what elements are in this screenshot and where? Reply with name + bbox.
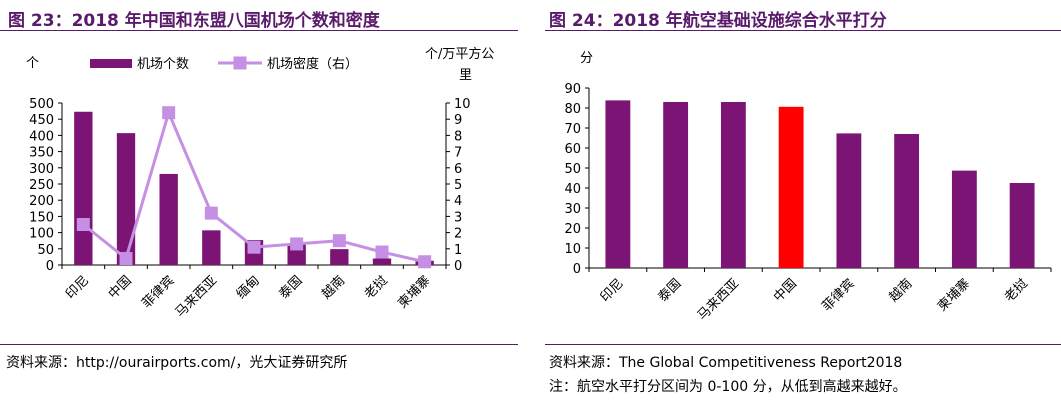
figure-23-title: 图 23：2018 年中国和东盟八国机场个数和密度 (8, 11, 380, 31)
density-point (162, 106, 176, 120)
x-tick-label: 印尼 (598, 276, 627, 305)
right-y-tick-label: 7 (454, 146, 462, 161)
density-point (247, 240, 261, 254)
airport-count-density-chart: 个个/万平方公里05010015020025030035040045050001… (26, 46, 494, 321)
density-point (119, 252, 133, 266)
x-tick-label: 柬埔寨 (934, 276, 973, 315)
bar-score (720, 102, 746, 268)
left-y-tick-label: 450 (29, 113, 54, 128)
y-tick-label: 80 (564, 102, 581, 117)
left-y-tick-label: 50 (37, 243, 54, 258)
y-tick-label: 20 (564, 222, 581, 237)
x-tick-label: 马来西亚 (695, 276, 742, 323)
aviation-score-chart: 分 0 10 20 30 40 50 60 70 80 90 印尼 泰国 马来西亚 中国 菲律宾 越南 柬埔寨 老挝 (564, 51, 1052, 324)
bar-airport-count (116, 133, 136, 265)
y-tick-label: 50 (564, 162, 581, 177)
bar-airport-count (159, 173, 178, 265)
source-text: 资料来源：The Global Competitiveness Report20… (549, 355, 903, 371)
left-axis-unit: 个 (26, 56, 39, 71)
legend-line-label: 机场密度（右） (267, 56, 358, 72)
left-y-tick-label: 100 (29, 227, 54, 242)
legend-line-marker (233, 56, 247, 70)
density-point (76, 218, 90, 231)
x-tick-label: 菲律宾 (139, 273, 178, 312)
density-point (375, 245, 389, 259)
right-axis-unit-line2: 里 (459, 68, 472, 83)
right-y-tick-label: 6 (454, 162, 462, 177)
bar-airport-count (330, 249, 349, 265)
y-tick-label: 60 (564, 142, 581, 157)
x-tick-label: 中国 (771, 276, 800, 305)
x-tick-label: 老挝 (1002, 276, 1031, 305)
density-point (290, 237, 304, 251)
bar-score (778, 106, 804, 268)
right-axis-unit-line1: 个/万平方公 (425, 46, 494, 62)
left-y-tick-label: 150 (29, 210, 54, 225)
right-y-tick-label: 5 (454, 178, 462, 193)
right-y-tick-label: 4 (454, 194, 462, 209)
left-y-tick-label: 200 (29, 194, 54, 209)
legend-bar-swatch (90, 59, 132, 68)
source-text: 资料来源：http://ourairports.com/，光大证券研究所 (6, 355, 348, 371)
source-rule (545, 344, 1061, 345)
y-tick-label: 70 (564, 122, 581, 137)
x-tick-label: 印尼 (63, 273, 92, 302)
y-tick-label: 10 (564, 242, 581, 257)
x-tick-label: 缅甸 (234, 273, 263, 302)
right-y-tick-label: 0 (454, 259, 462, 274)
x-tick-label: 马来西亚 (173, 273, 220, 320)
figure-24-title: 图 24：2018 年航空基础设施综合水平打分 (549, 11, 887, 31)
density-point (332, 234, 346, 248)
x-tick-label: 菲律宾 (819, 276, 858, 315)
bar-airport-count (74, 111, 93, 265)
x-tick-label: 柬埔寨 (395, 273, 434, 312)
title-rule (0, 30, 518, 31)
bar-score (836, 133, 862, 268)
bar-score (1009, 183, 1035, 268)
right-y-tick-label: 1 (454, 243, 462, 258)
x-tick-label: 越南 (318, 273, 348, 303)
left-y-tick-label: 0 (46, 259, 54, 274)
right-y-tick-label: 10 (454, 97, 471, 112)
title-rule (545, 30, 1061, 31)
x-tick-label: 泰国 (276, 273, 305, 302)
bar-airport-count (372, 258, 392, 265)
density-point (204, 206, 218, 220)
y-tick-label: 40 (564, 182, 581, 197)
left-y-tick-label: 300 (29, 162, 54, 177)
left-y-tick-label: 350 (29, 146, 54, 161)
right-y-tick-label: 9 (454, 113, 462, 128)
note-text: 注：航空水平打分区间为 0-100 分，从低到高越来越好。 (549, 379, 907, 395)
bar-score (894, 134, 920, 268)
x-tick-label: 泰国 (655, 276, 684, 305)
legend-bar-label: 机场个数 (137, 57, 189, 72)
right-y-tick-label: 2 (454, 227, 462, 242)
left-y-tick-label: 400 (29, 129, 54, 144)
x-tick-label: 越南 (886, 276, 916, 306)
bar-airport-count (202, 230, 221, 265)
left-y-tick-label: 500 (29, 97, 54, 112)
x-tick-label: 中国 (106, 273, 135, 302)
left-figure-panel: 图 23：2018 年中国和东盟八国机场个数和密度 个个/万平方公里 0 50 100… (0, 0, 518, 403)
bar-score (951, 170, 977, 268)
y-axis-unit: 分 (580, 51, 593, 66)
source-rule (0, 344, 518, 345)
y-tick-label: 30 (564, 202, 581, 217)
bar-score (605, 100, 631, 269)
right-y-tick-label: 8 (454, 129, 462, 144)
y-tick-label: 0 (573, 262, 581, 277)
bar-score (663, 102, 689, 268)
right-figure-panel: 图 24：2018 年航空基础设施综合水平打分 分 0 10 20 30 40 50 60 70… (545, 0, 1061, 403)
left-y-tick-label: 250 (29, 178, 54, 193)
x-tick-label: 老挝 (362, 273, 391, 302)
right-y-tick-label: 3 (454, 210, 462, 225)
y-tick-label: 90 (564, 82, 581, 97)
density-point (418, 255, 432, 269)
